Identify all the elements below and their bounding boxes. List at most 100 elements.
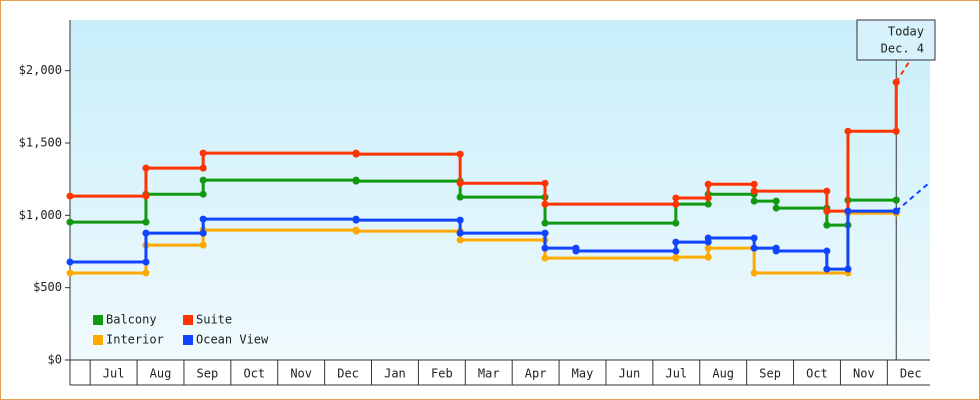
y-tick-label: $2,000: [19, 63, 62, 77]
point-dot: [750, 269, 758, 277]
point-dot: [352, 150, 360, 158]
point-dot: [823, 207, 831, 215]
point-dot: [541, 254, 549, 262]
y-tick-label: $0: [48, 353, 62, 367]
segment-end-dot: [142, 192, 150, 200]
point-dot: [892, 196, 900, 204]
point-dot: [572, 247, 580, 255]
point-dot: [352, 177, 360, 185]
y-tick-label: $1,500: [19, 135, 62, 149]
segment-end-dot: [772, 197, 780, 205]
point-dot: [66, 258, 74, 266]
point-dot: [772, 247, 780, 255]
segment-end-dot: [823, 247, 831, 255]
x-tick-label: Jul: [103, 367, 125, 381]
x-tick-label: Apr: [525, 367, 547, 381]
segment-end-dot: [456, 150, 464, 158]
legend-label: Balcony: [106, 313, 157, 327]
point-dot: [750, 244, 758, 252]
x-tick-label: Sep: [197, 367, 219, 381]
point-dot: [823, 221, 831, 229]
point-dot: [541, 200, 549, 208]
x-tick-label: Jun: [619, 367, 641, 381]
segment-end-dot: [199, 229, 207, 237]
segment-end-dot: [704, 194, 712, 202]
point-dot: [142, 229, 150, 237]
point-dot: [199, 215, 207, 223]
today-label: Today: [888, 25, 924, 39]
segment-end-dot: [456, 216, 464, 224]
segment-end-dot: [750, 180, 758, 188]
x-tick-label: Aug: [150, 367, 172, 381]
legend-swatch: [183, 335, 193, 345]
y-tick-label: $500: [33, 280, 62, 294]
x-tick-label: Aug: [712, 367, 734, 381]
segment-end-dot: [672, 219, 680, 227]
point-dot: [66, 192, 74, 200]
legend-swatch: [93, 315, 103, 325]
segment-end-dot: [541, 229, 549, 237]
point-dot: [456, 236, 464, 244]
point-dot: [704, 234, 712, 242]
segment-end-dot: [704, 200, 712, 208]
x-tick-label: Dec: [337, 367, 359, 381]
legend-label: Interior: [106, 333, 164, 347]
segment-end-dot: [199, 190, 207, 198]
point-dot: [772, 204, 780, 212]
point-dot: [456, 193, 464, 201]
point-dot: [541, 244, 549, 252]
point-dot: [844, 127, 852, 135]
point-dot: [844, 207, 852, 215]
segment-end-dot: [142, 258, 150, 266]
legend-label: Ocean View: [196, 333, 269, 347]
projection: [895, 181, 931, 212]
segment-end-dot: [672, 247, 680, 255]
legend-swatch: [93, 335, 103, 345]
x-tick-label: May: [572, 367, 594, 381]
today-box: [856, 19, 936, 61]
x-tick-label: Nov: [853, 367, 875, 381]
point-dot: [672, 194, 680, 202]
x-tick-label: Dec: [900, 367, 922, 381]
point-dot: [199, 149, 207, 157]
segment-end-dot: [142, 269, 150, 277]
point-dot: [456, 229, 464, 237]
point-dot: [672, 238, 680, 246]
point-dot: [750, 197, 758, 205]
x-tick-label: Jul: [665, 367, 687, 381]
y-tick-label: $1,000: [19, 208, 62, 222]
segment-end-dot: [704, 253, 712, 261]
point-dot: [704, 244, 712, 252]
segment-end-dot: [199, 241, 207, 249]
point-dot: [541, 219, 549, 227]
x-tick-label: Feb: [431, 367, 453, 381]
point-dot: [823, 265, 831, 273]
legend-swatch: [183, 315, 193, 325]
today-label: Dec. 4: [881, 42, 924, 56]
point-dot: [352, 227, 360, 235]
x-tick-label: Oct: [806, 367, 828, 381]
x-tick-label: Sep: [759, 367, 781, 381]
x-tick-label: Nov: [290, 367, 312, 381]
point-dot: [66, 269, 74, 277]
segment-end-dot: [142, 218, 150, 226]
point-dot: [199, 176, 207, 184]
point-dot: [750, 187, 758, 195]
point-dot: [142, 164, 150, 172]
segment-end-dot: [750, 234, 758, 242]
x-tick-label: Mar: [478, 367, 500, 381]
segment-end-dot: [823, 187, 831, 195]
segment-end-dot: [541, 179, 549, 187]
point-dot: [672, 253, 680, 261]
point-dot: [456, 179, 464, 187]
point-dot: [704, 180, 712, 188]
x-tick-label: Jan: [384, 367, 406, 381]
segment-end-dot: [199, 164, 207, 172]
segment-end-dot: [672, 200, 680, 208]
point-dot: [66, 218, 74, 226]
x-tick-label: Oct: [243, 367, 265, 381]
segment-end-dot: [892, 127, 900, 135]
legend-label: Suite: [196, 313, 232, 327]
